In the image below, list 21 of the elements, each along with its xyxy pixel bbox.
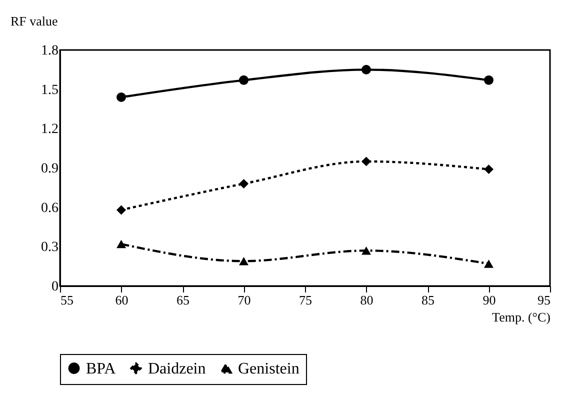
y-tick-label: 0.3 xyxy=(41,240,58,256)
x-tick-label: 90 xyxy=(482,292,496,308)
x-tick-label: 95 xyxy=(538,292,550,308)
legend-label: Genistein xyxy=(238,360,300,378)
y-tick-label: 1.8 xyxy=(41,44,58,58)
x-tick-label: 75 xyxy=(299,292,312,308)
y-axis-title: RF value xyxy=(10,14,58,28)
y-tick-label: 0.6 xyxy=(41,200,58,216)
legend-label: Daidzein xyxy=(148,360,206,378)
x-tick-label: 80 xyxy=(360,292,374,308)
x-tick-label: 55 xyxy=(60,292,74,308)
x-tick-label: 85 xyxy=(422,292,434,308)
y-tick-label: 1.2 xyxy=(41,122,58,138)
x-axis-title: Temp. (°C) xyxy=(492,310,550,324)
x-tick-label: 70 xyxy=(238,292,251,308)
y-tick-label: 0.9 xyxy=(41,162,58,176)
x-tick-label: 60 xyxy=(115,292,128,308)
legend-label: BPA xyxy=(86,360,116,378)
x-tick-label: 65 xyxy=(176,292,190,308)
y-tick-label: 0 xyxy=(52,280,58,294)
y-tick-label: 1.5 xyxy=(41,82,58,98)
